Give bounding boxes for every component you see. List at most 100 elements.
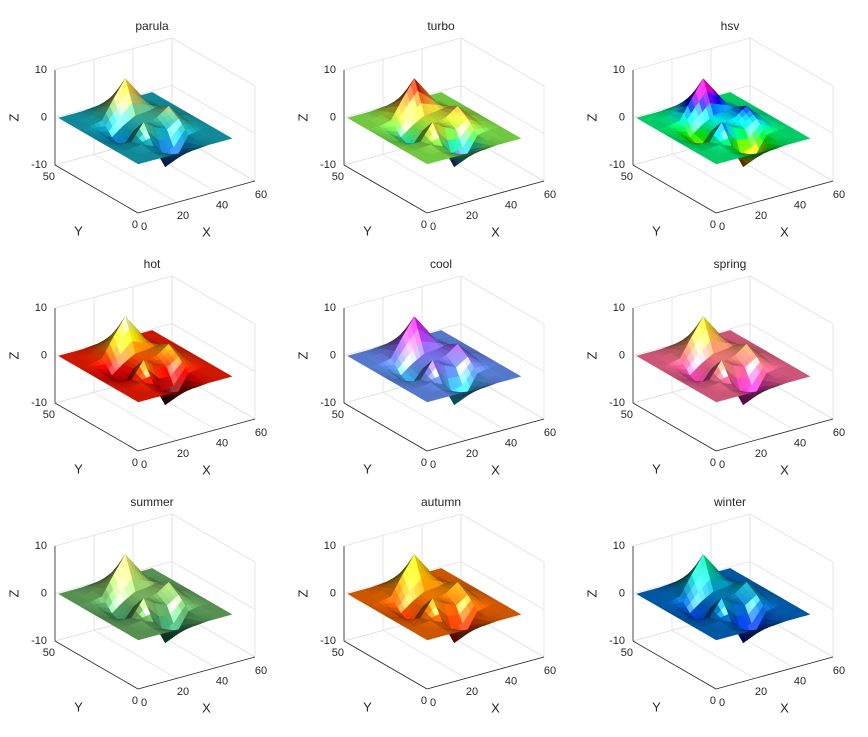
grid-line: [671, 153, 756, 203]
x-tick-label: 40: [216, 438, 228, 450]
x-tick-label: 60: [255, 427, 267, 439]
y-tick-label: 50: [332, 171, 344, 183]
z-tick-label: 0: [619, 587, 625, 599]
z-tick-label: -10: [609, 635, 625, 647]
z-tick-label: -10: [31, 159, 47, 171]
x-axis-label: X: [780, 224, 789, 239]
x-tick-label: 0: [430, 459, 436, 471]
x-tick-label: 0: [141, 697, 147, 709]
x-axis: [426, 180, 545, 214]
z-tick-label: 0: [330, 587, 336, 599]
x-tick-label: 60: [255, 189, 267, 201]
y-tick-label: 50: [43, 409, 55, 421]
z-tick-label: 10: [324, 540, 336, 552]
z-axis-label: Z: [295, 113, 310, 121]
x-axis: [426, 418, 545, 452]
grid-line: [632, 275, 751, 309]
z-axis-label: Z: [6, 589, 21, 597]
z-tick-label: 10: [324, 302, 336, 314]
y-tick-label: 0: [132, 695, 138, 707]
y-axis: [54, 164, 139, 214]
x-tick-label: 40: [505, 200, 517, 212]
panel-title: winter: [713, 495, 746, 509]
y-tick-label: 0: [421, 219, 427, 231]
x-axis: [715, 656, 834, 690]
x-tick-label: 20: [177, 448, 189, 460]
grid-line: [632, 513, 751, 547]
y-axis-label: Y: [74, 223, 83, 238]
x-tick-label: 20: [755, 686, 767, 698]
z-axis-label: Z: [6, 351, 21, 359]
y-axis-label: Y: [652, 223, 661, 238]
x-tick-label: 0: [430, 697, 436, 709]
x-tick-label: 0: [719, 697, 725, 709]
x-axis-label: X: [202, 224, 211, 239]
y-axis-label: Y: [74, 699, 83, 714]
grid-line: [343, 37, 462, 71]
x-tick-label: 20: [466, 210, 478, 222]
x-tick-label: 40: [505, 676, 517, 688]
x-tick-label: 40: [794, 200, 806, 212]
x-tick-label: 0: [141, 459, 147, 471]
y-axis-label: Y: [363, 461, 372, 476]
grid-line: [171, 85, 256, 134]
z-tick-label: 0: [619, 349, 625, 361]
x-axis: [715, 180, 834, 214]
x-tick-label: 40: [794, 676, 806, 688]
y-axis-label: Y: [363, 699, 372, 714]
y-tick-label: 50: [332, 647, 344, 659]
grid-line: [171, 513, 256, 563]
grid-line: [54, 513, 173, 547]
x-tick-label: 20: [177, 210, 189, 222]
grid-line: [460, 85, 545, 134]
x-tick-label: 60: [544, 189, 556, 201]
x-axis: [715, 418, 834, 452]
z-tick-label: 10: [324, 64, 336, 76]
grid-line: [54, 275, 173, 309]
x-tick-label: 40: [794, 438, 806, 450]
z-tick-label: -10: [31, 397, 47, 409]
grid-line: [749, 275, 834, 325]
grid-line: [460, 275, 545, 325]
panel-title: spring: [714, 257, 747, 271]
z-tick-label: -10: [320, 159, 336, 171]
y-tick-label: 50: [332, 409, 344, 421]
z-tick-label: 10: [35, 64, 47, 76]
grid-line: [343, 513, 462, 547]
z-tick-label: -10: [609, 159, 625, 171]
y-tick-label: 0: [710, 457, 716, 469]
x-axis-label: X: [491, 700, 500, 715]
grid-line: [749, 85, 834, 134]
z-axis-label: Z: [584, 351, 599, 359]
x-tick-label: 0: [141, 221, 147, 233]
z-tick-label: -10: [31, 635, 47, 647]
z-tick-label: 0: [330, 349, 336, 361]
x-axis-label: X: [491, 462, 500, 477]
y-tick-label: 0: [132, 219, 138, 231]
z-tick-label: 0: [330, 111, 336, 123]
grid-line: [749, 513, 834, 563]
y-tick-label: 50: [43, 171, 55, 183]
y-axis-label: Y: [363, 223, 372, 238]
panel-title: turbo: [427, 19, 455, 33]
y-axis: [632, 164, 717, 214]
x-tick-label: 0: [719, 221, 725, 233]
grid-line: [54, 37, 173, 71]
panel-title: summer: [130, 495, 173, 509]
z-tick-label: 10: [613, 302, 625, 314]
grid-line: [171, 275, 256, 325]
surface-patch: [134, 160, 143, 165]
panel-title: cool: [430, 257, 452, 271]
x-axis-label: X: [202, 462, 211, 477]
z-tick-label: 0: [619, 111, 625, 123]
x-axis-label: X: [202, 700, 211, 715]
grid-line: [460, 513, 545, 563]
z-tick-label: -10: [609, 397, 625, 409]
